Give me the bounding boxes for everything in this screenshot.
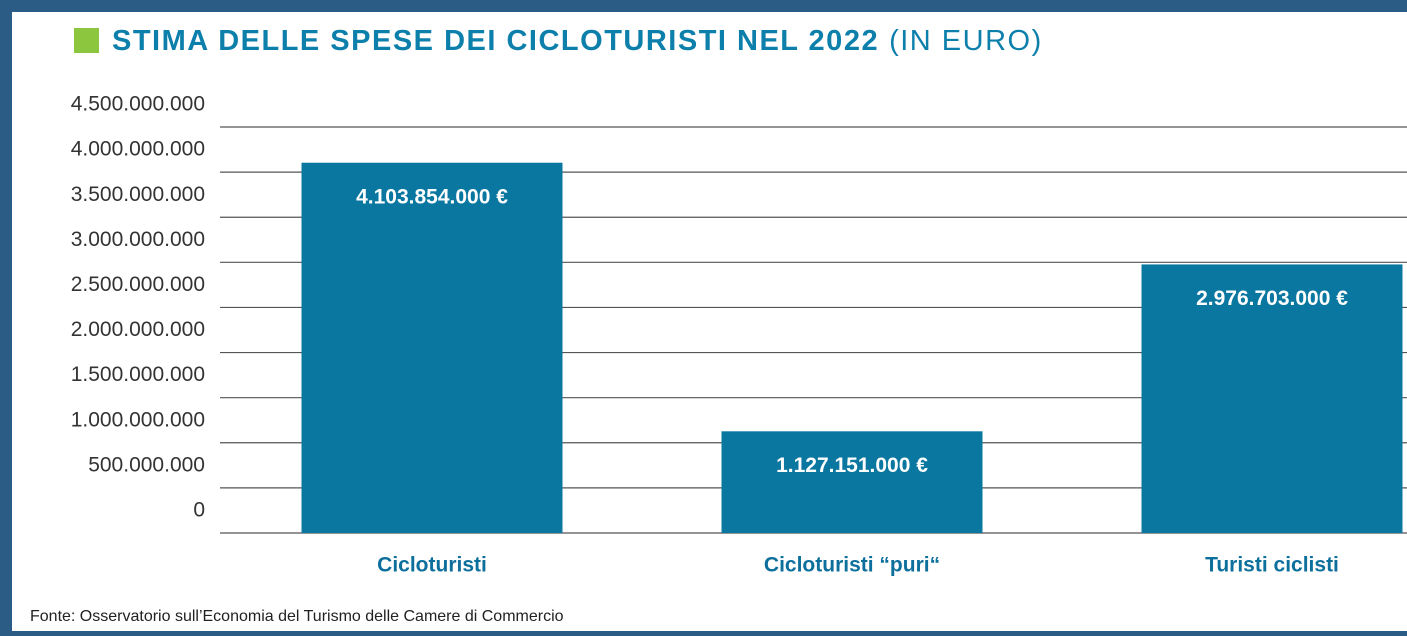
y-tick-label: 2.500.000.000 <box>71 273 205 296</box>
bar <box>721 431 983 533</box>
x-tick-label: Cicloturisti <box>377 554 487 577</box>
y-tick-label: 4.500.000.000 <box>71 93 205 116</box>
y-tick-label: 500.000.000 <box>88 453 205 476</box>
y-tick-label: 1.500.000.000 <box>71 363 205 386</box>
chart-title: STIMA DELLE SPESE DEI CICLOTURISTI NEL 2… <box>112 25 1043 57</box>
value-label: 2.976.703.000 € <box>1196 287 1348 310</box>
y-tick-label: 3.000.000.000 <box>71 228 205 251</box>
value-label: 1.127.151.000 € <box>776 454 928 477</box>
x-tick-label: Cicloturisti “puri“ <box>764 554 940 577</box>
y-tick-label: 3.500.000.000 <box>71 183 205 206</box>
y-tick-label: 0 <box>193 499 205 522</box>
title-marker <box>74 28 99 53</box>
subtitle-text: (IN EURO) <box>889 25 1043 57</box>
y-tick-label: 2.000.000.000 <box>71 318 205 341</box>
value-label: 4.103.854.000 € <box>356 185 508 208</box>
source-note: Fonte: Osservatorio sull’Economia del Tu… <box>30 608 564 625</box>
bar <box>301 162 563 534</box>
y-tick-label: 1.000.000.000 <box>71 408 205 431</box>
y-tick-label: 4.000.000.000 <box>71 138 205 161</box>
x-tick-label: Turisti ciclisti <box>1205 554 1339 577</box>
bar <box>1141 264 1403 533</box>
title-text: STIMA DELLE SPESE DEI CICLOTURISTI NEL 2… <box>112 25 879 57</box>
